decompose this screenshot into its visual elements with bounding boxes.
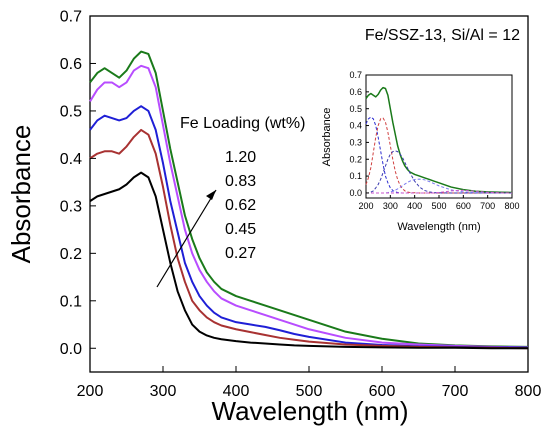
inset-x-axis-ticks: 200 300 400 500 600 700 800: [358, 195, 520, 211]
inset-series-group: [365, 86, 513, 194]
legend-title: Fe Loading (wt%): [180, 115, 305, 132]
inset-y-tick-label: 0.1: [349, 171, 362, 181]
main-x-tick-label: 600: [369, 383, 396, 400]
main-y-axis-ticks: 0.0 0.1 0.2 0.3 0.4 0.5 0.6 0.7: [60, 9, 96, 358]
main-x-tick-label: 700: [442, 383, 469, 400]
inset-y-tick-label: 0.6: [349, 87, 362, 97]
main-x-axis-label: Wavelength (nm): [212, 396, 409, 426]
main-x-tick-label: 300: [150, 383, 177, 400]
main-series-line-1: [89, 50, 529, 348]
inset-x-tick-label: 200: [358, 201, 373, 211]
trend-arrow-line: [156, 189, 217, 288]
main-y-tick-label: 0.7: [60, 9, 82, 26]
main-x-tick-label: 200: [77, 383, 104, 400]
legend-entry-5: 0.27: [225, 245, 256, 262]
main-series-line-5: [89, 171, 528, 350]
inset-x-tick-label: 400: [407, 201, 422, 211]
main-series-line-4: [89, 128, 529, 350]
main-y-tick-label: 0.4: [60, 151, 82, 168]
main-y-axis-label: Absorbance: [6, 125, 36, 264]
main-series-group: [89, 50, 529, 350]
inset-x-axis-label: Wavelength (nm): [397, 221, 480, 233]
main-y-tick-label: 0.2: [60, 246, 82, 263]
inset-chart: 200 300 400 500 600 700 800 0.0 0.1 0.2 0.3 0.4 0.5…: [310, 68, 526, 244]
main-y-tick-label: 0.1: [60, 293, 82, 310]
main-x-tick-label: 500: [296, 383, 323, 400]
inset-series-line-1: [365, 86, 513, 194]
inset-y-tick-label: 0.0: [349, 188, 362, 198]
inset-series-line-4: [366, 150, 512, 194]
inset-y-tick-label: 0.5: [349, 104, 362, 114]
inset-background: [310, 68, 526, 244]
main-x-tick-label: 800: [515, 383, 542, 400]
inset-y-tick-label: 0.3: [349, 138, 362, 148]
inset-x-tick-label: 600: [456, 201, 471, 211]
inset-series-line-6: [366, 189, 513, 194]
main-series-line-2: [89, 64, 529, 349]
inset-y-tick-label: 0.2: [349, 154, 362, 164]
main-x-axis-ticks: 200 300 400 500 600 700 800: [77, 366, 542, 400]
main-y-tick-label: 0.5: [60, 104, 82, 121]
legend-entry-2: 0.83: [225, 173, 256, 190]
main-y-tick-label: 0.0: [60, 341, 82, 358]
inset-y-tick-label: 0.4: [349, 121, 362, 131]
main-y-tick-label: 0.3: [60, 198, 82, 215]
inset-x-tick-label: 800: [504, 201, 519, 211]
main-y-tick-label: 0.6: [60, 56, 82, 73]
inset-x-tick-label: 500: [431, 201, 446, 211]
legend-entry-3: 0.62: [225, 197, 256, 214]
chart-title: Fe/SSZ-13, Si/Al = 12: [365, 27, 520, 44]
inset-y-tick-label: 0.7: [349, 70, 362, 80]
inset-series-line-3: [365, 117, 512, 194]
inset-x-tick-label: 700: [480, 201, 495, 211]
main-chart: 200 300 400 500 600 700 800 0.0 0.1 0.2 0.3 0.4 0.5…: [6, 9, 541, 426]
legend-entry-4: 0.45: [225, 221, 256, 238]
inset-x-tick-label: 300: [383, 201, 398, 211]
legend-entry-1: 1.20: [225, 149, 256, 166]
main-x-tick-label: 400: [223, 383, 250, 400]
inset-y-axis-label: Absorbance: [321, 108, 333, 167]
trend-arrow-head-icon: [206, 190, 216, 200]
inset-y-axis-ticks: 0.0 0.1 0.2 0.3 0.4 0.5 0.6 0.7: [349, 70, 369, 198]
main-series-line-3: [89, 105, 529, 349]
